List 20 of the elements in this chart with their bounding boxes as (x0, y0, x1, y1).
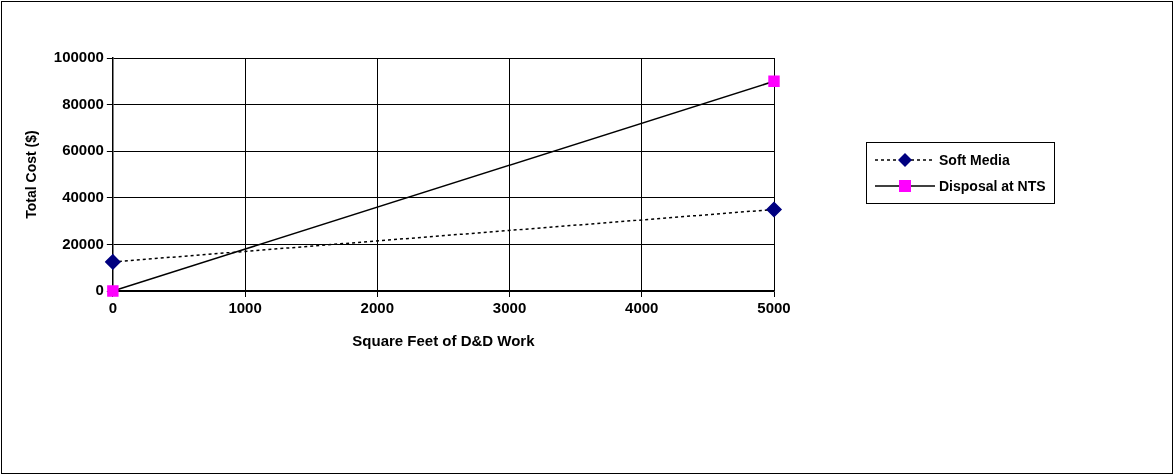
x-tick-label: 2000 (360, 299, 394, 317)
y-axis-title: Total Cost ($) (23, 130, 40, 219)
y-tick-label: 60000 (62, 141, 104, 159)
legend-label: Disposal at NTS (939, 178, 1046, 194)
x-tick-label: 4000 (625, 299, 659, 317)
x-axis-title: Square Feet of D&D Work (352, 332, 536, 350)
y-tick-label: 20000 (62, 234, 104, 252)
point (766, 201, 782, 218)
point (105, 254, 121, 270)
y-tick-label: 80000 (62, 94, 104, 112)
y-tick-label: 100000 (53, 48, 104, 66)
x-tick-label: 1000 (228, 299, 262, 317)
y-tick-label: 40000 (62, 187, 104, 205)
legend-label: Soft Media (939, 152, 1010, 168)
point (107, 285, 119, 297)
point (768, 75, 780, 87)
x-tick-label: 5000 (757, 299, 791, 317)
x-tick-label: 0 (108, 299, 118, 317)
x-tick-label: 3000 (492, 299, 527, 317)
y-tick-label: 0 (95, 281, 104, 299)
